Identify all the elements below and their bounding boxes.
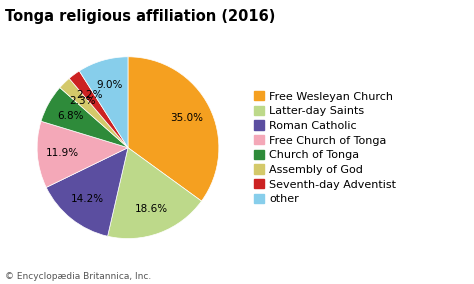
Text: 18.6%: 18.6% xyxy=(134,204,167,214)
Text: 11.9%: 11.9% xyxy=(46,148,79,158)
Wedge shape xyxy=(128,57,219,201)
Text: 6.8%: 6.8% xyxy=(57,111,84,121)
Wedge shape xyxy=(46,148,128,236)
Wedge shape xyxy=(37,121,128,187)
Text: 2.2%: 2.2% xyxy=(76,90,102,100)
Text: 14.2%: 14.2% xyxy=(71,194,104,204)
Wedge shape xyxy=(41,87,128,148)
Text: 2.3%: 2.3% xyxy=(69,96,95,106)
Text: © Encyclopædia Britannica, Inc.: © Encyclopædia Britannica, Inc. xyxy=(5,272,151,281)
Text: 9.0%: 9.0% xyxy=(97,80,123,90)
Text: 35.0%: 35.0% xyxy=(170,113,203,123)
Wedge shape xyxy=(108,148,201,239)
Legend: Free Wesleyan Church, Latter-day Saints, Roman Catholic, Free Church of Tonga, C: Free Wesleyan Church, Latter-day Saints,… xyxy=(252,89,399,206)
Wedge shape xyxy=(60,78,128,148)
Text: Tonga religious affiliation (2016): Tonga religious affiliation (2016) xyxy=(5,9,275,24)
Wedge shape xyxy=(79,57,128,148)
Wedge shape xyxy=(69,71,128,148)
